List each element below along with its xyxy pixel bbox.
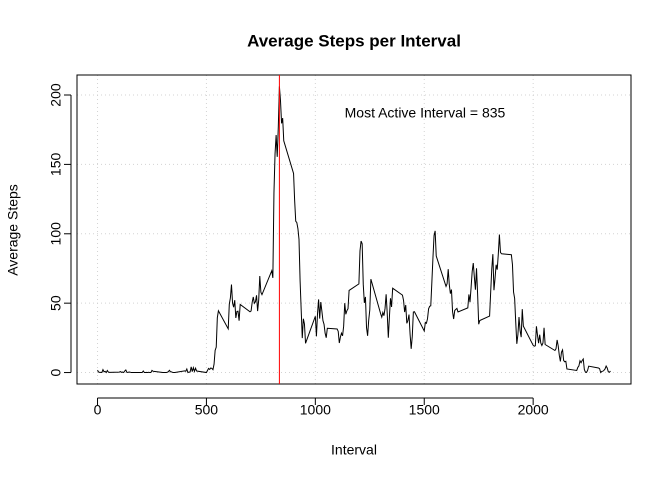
- y-tick-label: 100: [48, 222, 64, 246]
- y-tick-label: 0: [48, 368, 64, 376]
- x-tick-label: 0: [94, 402, 102, 418]
- y-tick-label: 200: [48, 83, 64, 107]
- x-tick-label: 1000: [300, 402, 331, 418]
- x-tick-label: 1500: [409, 402, 440, 418]
- y-tick-label: 150: [48, 153, 64, 177]
- x-tick-label: 2000: [518, 402, 549, 418]
- y-tick-label: 50: [48, 295, 64, 311]
- series-line: [97, 86, 611, 374]
- annotation: Most Active Interval = 835: [345, 105, 506, 121]
- x-axis-label: Interval: [331, 442, 377, 458]
- plot-frame: [76, 74, 632, 385]
- chart-title: Average Steps per Interval: [247, 31, 461, 50]
- x-tick-label: 500: [195, 402, 219, 418]
- y-axis-label: Average Steps: [5, 184, 21, 276]
